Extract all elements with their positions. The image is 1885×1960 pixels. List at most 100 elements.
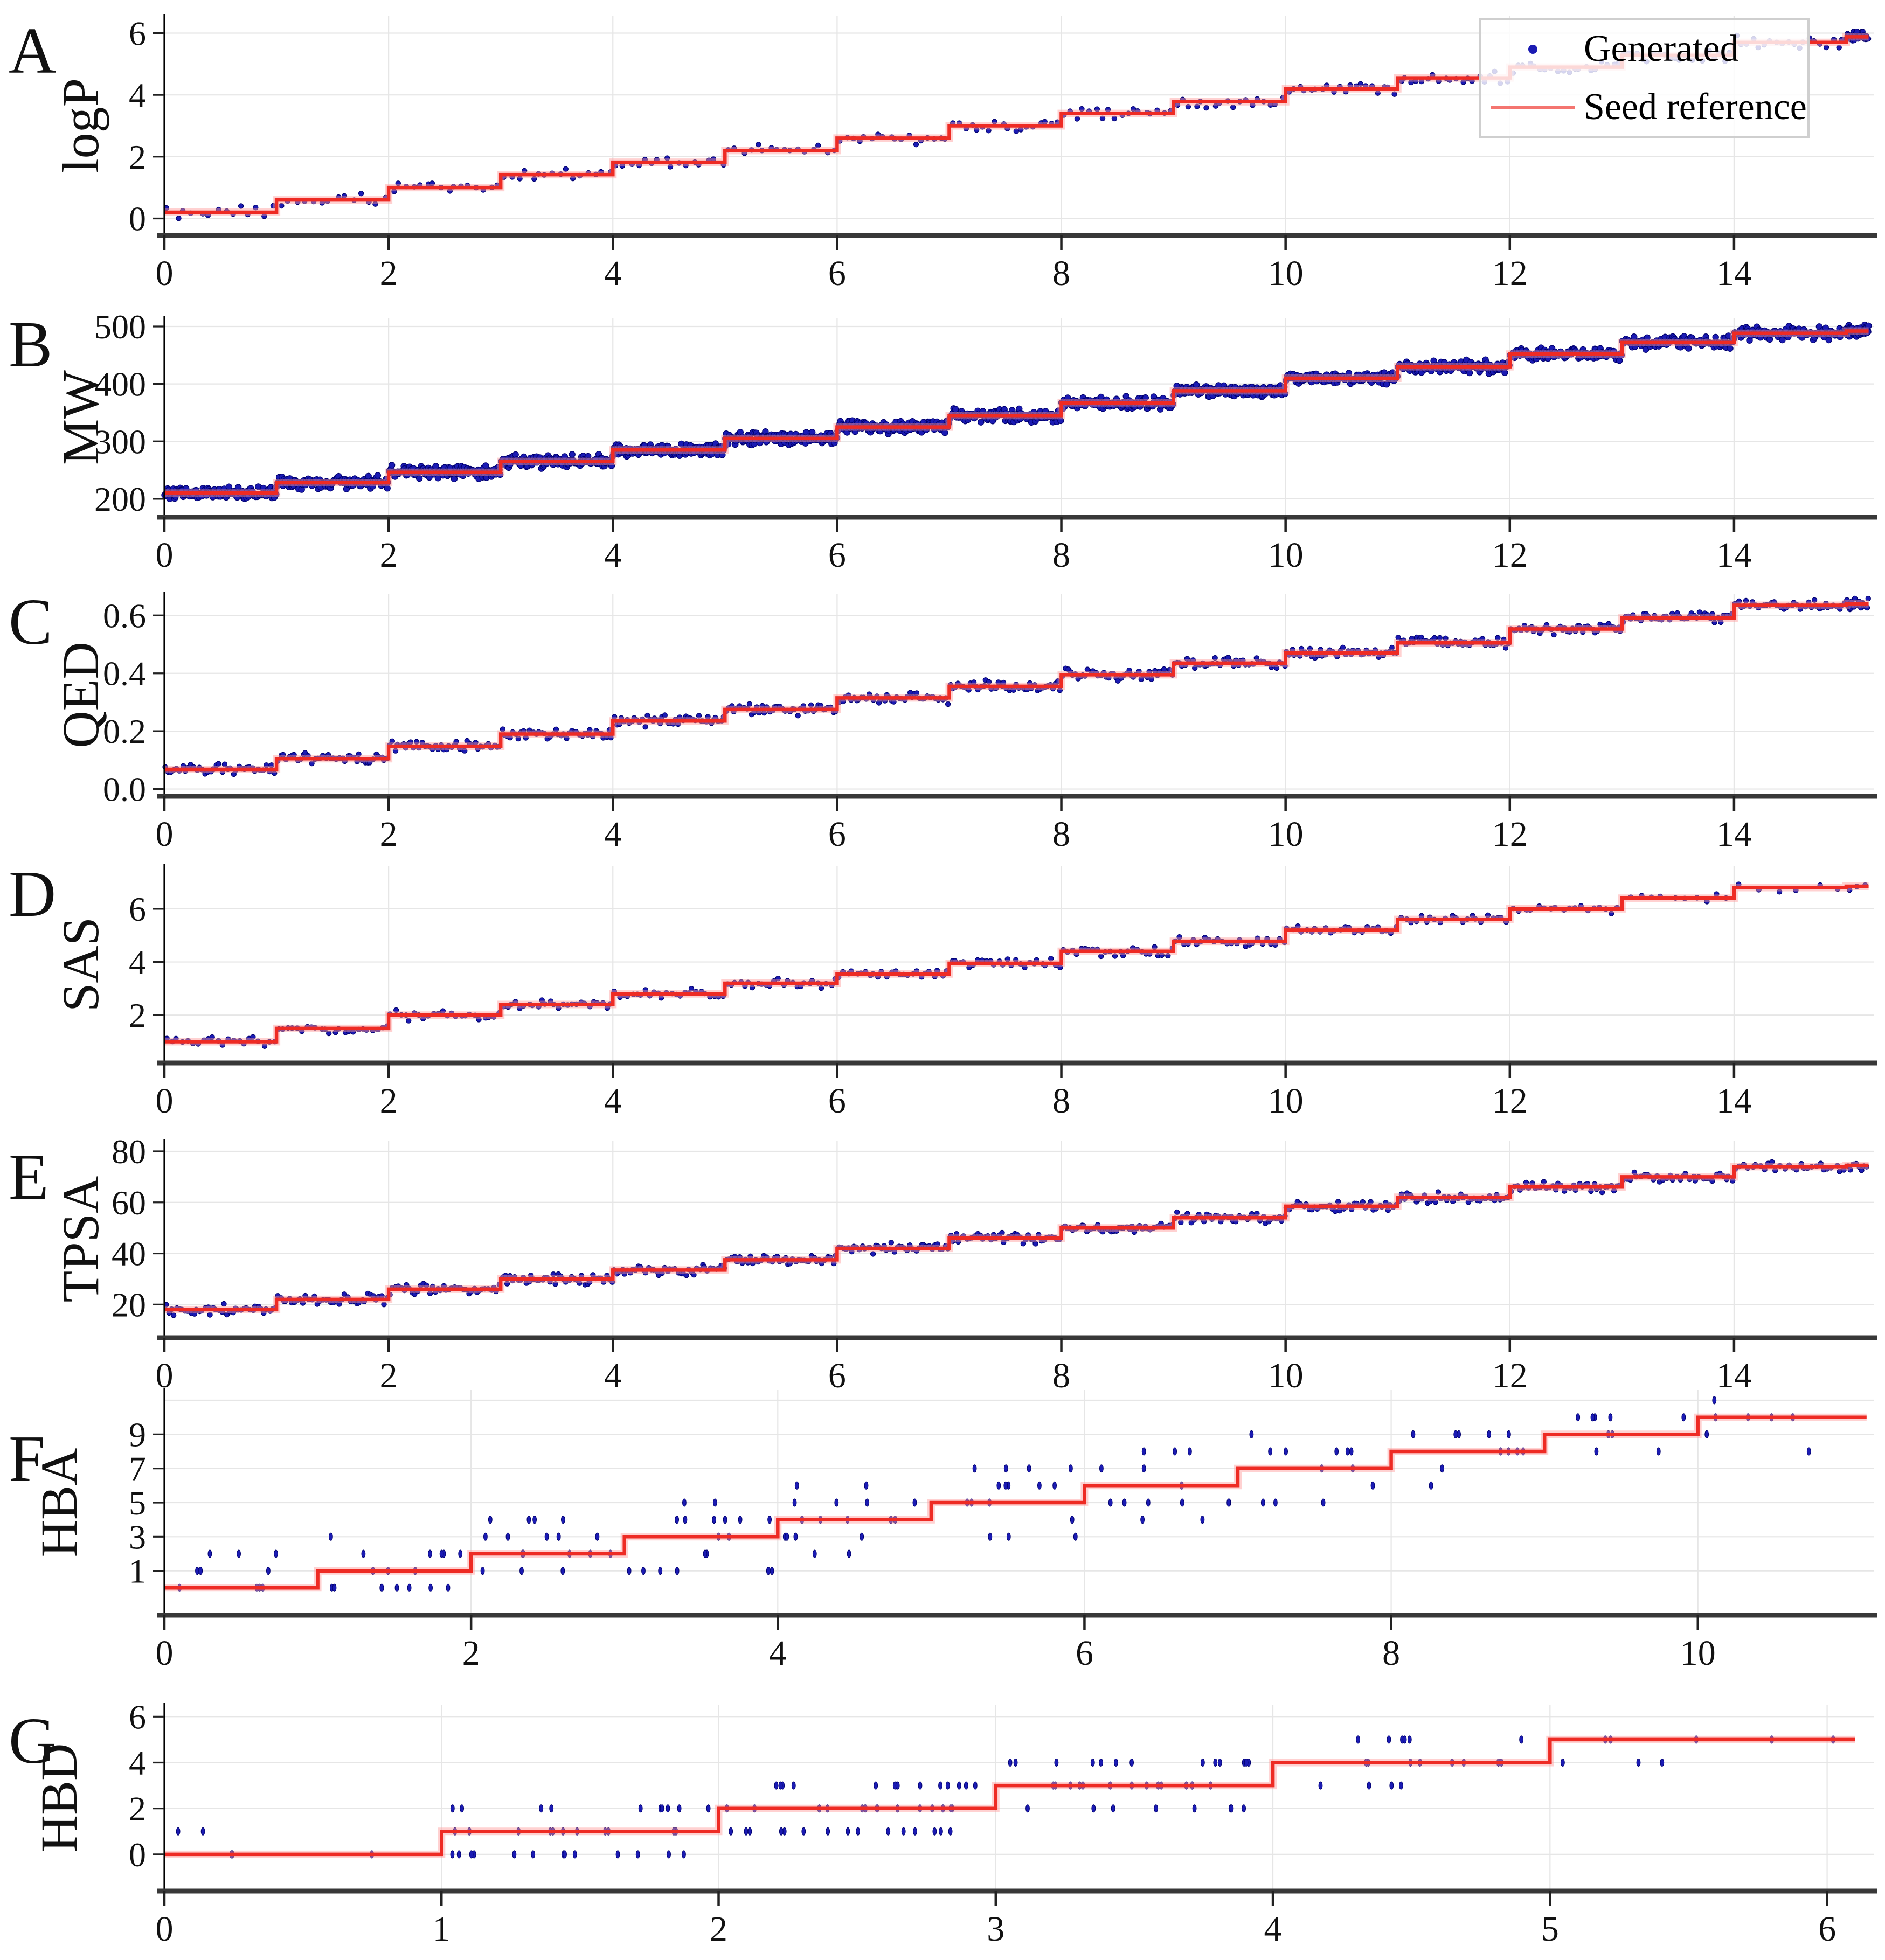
x-tick-label: 4 bbox=[604, 815, 622, 854]
generated-point bbox=[1370, 1481, 1375, 1490]
generated-point bbox=[1099, 1759, 1103, 1767]
x-tick-label: 1 bbox=[433, 1909, 451, 1949]
generated-point bbox=[1260, 1498, 1265, 1507]
generated-point bbox=[667, 164, 674, 170]
generated-point bbox=[1003, 1464, 1008, 1473]
x-tick-label: 10 bbox=[1268, 1081, 1304, 1121]
generated-point bbox=[563, 1850, 567, 1859]
y-tick-label: 0 bbox=[129, 1836, 146, 1874]
generated-point bbox=[200, 1827, 205, 1836]
legend-item-seed-reference: Seed reference bbox=[1481, 78, 1807, 136]
x-tick-label: 8 bbox=[1052, 254, 1070, 293]
generated-point bbox=[1712, 1396, 1717, 1405]
y-tick-label: 1 bbox=[129, 1552, 146, 1590]
generated-point bbox=[1192, 1804, 1197, 1813]
legend-item-generated: Generated bbox=[1481, 20, 1807, 78]
generated-point bbox=[374, 472, 382, 479]
generated-point bbox=[1108, 1498, 1113, 1507]
generated-point bbox=[556, 1532, 561, 1541]
y-tick-label: 200 bbox=[94, 480, 146, 518]
generated-point bbox=[1345, 1447, 1350, 1456]
generated-point bbox=[1561, 1759, 1565, 1767]
generated-point bbox=[1389, 1781, 1394, 1790]
y-axis-label-MW: MW bbox=[52, 370, 109, 465]
generated-point bbox=[595, 1532, 600, 1541]
x-tick-label: 4 bbox=[604, 254, 622, 293]
generated-point bbox=[1094, 106, 1100, 112]
x-tick-label: 12 bbox=[1492, 1081, 1528, 1121]
x-tick-label: 3 bbox=[987, 1909, 1004, 1949]
generated-point bbox=[1681, 1413, 1686, 1422]
y-tick-label: 3 bbox=[129, 1518, 146, 1556]
generated-point bbox=[1037, 1481, 1042, 1490]
generated-point bbox=[1146, 1498, 1151, 1507]
generated-point bbox=[532, 1516, 537, 1524]
generated-point bbox=[1141, 1447, 1146, 1456]
generated-point bbox=[426, 474, 433, 481]
generated-point bbox=[221, 1301, 227, 1307]
x-tick-label: 4 bbox=[769, 1634, 787, 1673]
generated-point bbox=[176, 1827, 181, 1836]
generated-point bbox=[1140, 1516, 1145, 1524]
legend: Generated Seed reference bbox=[1479, 18, 1810, 138]
generated-point bbox=[253, 205, 259, 211]
x-tick-label: 4 bbox=[604, 536, 622, 575]
x-tick-label: 0 bbox=[156, 254, 174, 293]
generated-point bbox=[428, 1583, 433, 1592]
generated-point bbox=[1229, 1804, 1234, 1813]
generated-point bbox=[706, 1804, 711, 1813]
generated-point bbox=[1074, 116, 1080, 122]
panel-letter-D: D bbox=[9, 858, 56, 930]
generated-point bbox=[1154, 1804, 1159, 1813]
generated-point bbox=[864, 1481, 869, 1490]
y-tick-label: 60 bbox=[112, 1184, 146, 1222]
generated-point bbox=[519, 1567, 524, 1575]
generated-point bbox=[1226, 1498, 1231, 1507]
generated-point bbox=[1217, 1759, 1222, 1767]
generated-point bbox=[480, 1567, 485, 1575]
generated-point bbox=[1141, 1464, 1146, 1473]
seed-reference-line-halo bbox=[164, 1735, 1855, 1858]
y-tick-label: 4 bbox=[129, 943, 146, 982]
generated-point bbox=[450, 1804, 455, 1813]
x-tick-label: 6 bbox=[1818, 1909, 1836, 1949]
x-tick-label: 8 bbox=[1052, 1081, 1070, 1121]
generated-point bbox=[973, 1781, 978, 1790]
generated-point bbox=[1142, 394, 1149, 401]
y-axis-label-HBA: HBA bbox=[30, 1448, 88, 1558]
generated-point bbox=[1130, 106, 1136, 112]
generated-point bbox=[458, 1549, 463, 1558]
x-tick-label: 10 bbox=[1680, 1634, 1716, 1673]
generated-point bbox=[938, 1781, 942, 1790]
y-tick-label: 0.4 bbox=[103, 655, 146, 693]
generated-point bbox=[703, 1549, 708, 1558]
y-tick-label: 0.0 bbox=[103, 770, 146, 809]
generated-point bbox=[988, 1532, 993, 1541]
y-tick-label: 2 bbox=[129, 1790, 146, 1828]
generated-point bbox=[972, 1464, 977, 1473]
generated-point bbox=[1656, 1447, 1661, 1456]
generated-point bbox=[901, 1827, 906, 1836]
x-tick-label: 8 bbox=[1052, 815, 1070, 854]
generated-point bbox=[1806, 1447, 1811, 1456]
generated-point bbox=[795, 713, 801, 719]
x-tick-label: 8 bbox=[1052, 536, 1070, 575]
y-tick-label: 2 bbox=[129, 996, 146, 1034]
legend-label-generated: Generated bbox=[1584, 28, 1739, 69]
generated-point bbox=[266, 1567, 271, 1575]
seed-reference-line-marker-icon bbox=[1491, 106, 1575, 109]
y-axis-label-TPSA: TPSA bbox=[52, 1176, 109, 1303]
generated-point bbox=[723, 1516, 727, 1524]
generated-point bbox=[792, 1498, 797, 1507]
generated-point bbox=[1032, 1241, 1038, 1247]
generated-point bbox=[1185, 103, 1191, 110]
x-tick-label: 0 bbox=[156, 1081, 174, 1121]
generated-point bbox=[549, 1804, 554, 1813]
generated-point bbox=[483, 1532, 488, 1541]
generated-point bbox=[1122, 1498, 1127, 1507]
generated-point bbox=[1073, 1532, 1078, 1541]
generated-point bbox=[1823, 44, 1829, 51]
generated-point bbox=[1391, 91, 1397, 97]
